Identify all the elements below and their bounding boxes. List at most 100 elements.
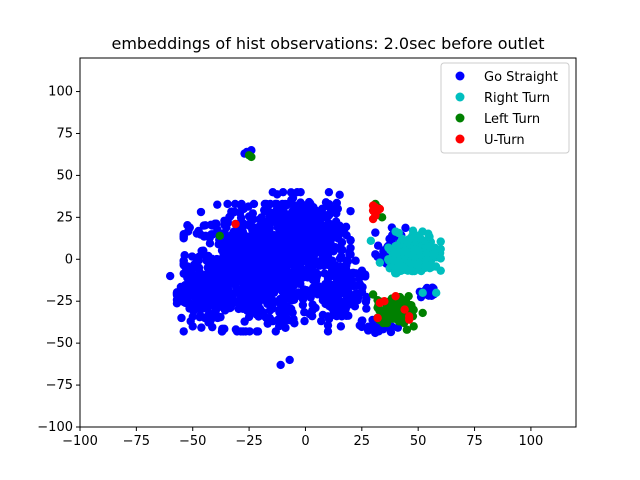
point-go-straight — [315, 261, 324, 270]
point-go-straight — [265, 306, 275, 315]
point-go-straight — [352, 281, 362, 290]
point-right-turn — [418, 288, 427, 298]
x-tick-label: −50 — [179, 434, 206, 449]
point-go-straight — [188, 312, 198, 321]
point-right-turn — [384, 243, 393, 252]
point-go-straight — [281, 201, 290, 211]
point-go-straight — [355, 274, 364, 283]
point-go-straight — [335, 311, 344, 320]
point-go-straight — [278, 215, 287, 225]
point-go-straight — [286, 219, 295, 228]
point-go-straight — [300, 316, 309, 326]
point-go-straight — [347, 292, 356, 301]
point-go-straight — [250, 250, 259, 259]
point-go-straight — [172, 299, 182, 308]
point-go-straight — [281, 323, 290, 332]
point-right-turn — [408, 226, 418, 235]
point-go-straight — [256, 234, 265, 243]
point-go-straight — [252, 310, 261, 319]
point-right-turn — [431, 262, 441, 271]
point-go-straight — [425, 288, 434, 297]
point-go-straight — [179, 327, 188, 336]
point-go-straight — [290, 271, 299, 281]
x-tick-label: −100 — [62, 434, 98, 449]
point-go-straight — [180, 251, 189, 260]
point-go-straight — [244, 286, 253, 295]
point-go-straight — [357, 316, 367, 325]
point-go-straight — [263, 319, 272, 328]
x-tick-label: −25 — [235, 434, 262, 449]
point-right-turn — [420, 263, 429, 273]
point-go-straight — [210, 308, 219, 317]
point-go-straight — [357, 322, 367, 332]
point-go-straight — [310, 214, 320, 224]
point-go-straight — [186, 302, 195, 312]
point-go-straight — [213, 200, 222, 209]
y-tick-label: 0 — [65, 252, 73, 267]
point-right-turn — [394, 247, 403, 257]
point-go-straight — [216, 282, 226, 291]
point-go-straight — [323, 321, 333, 330]
point-go-straight — [278, 309, 287, 318]
point-go-straight — [337, 226, 346, 236]
point-left-turn — [247, 152, 256, 162]
point-go-straight — [289, 209, 298, 219]
point-go-straight — [257, 262, 266, 272]
y-tick-label: −100 — [37, 420, 73, 435]
point-go-straight — [346, 236, 355, 245]
point-go-straight — [212, 288, 222, 298]
point-go-straight — [271, 284, 280, 294]
point-go-straight — [218, 270, 228, 280]
point-go-straight — [346, 243, 355, 253]
point-go-straight — [362, 304, 371, 313]
point-left-turn — [394, 312, 403, 321]
point-go-straight — [247, 278, 257, 288]
point-go-straight — [351, 256, 360, 265]
point-go-straight — [236, 239, 245, 248]
point-go-straight — [313, 270, 322, 280]
point-right-turn — [375, 258, 385, 267]
point-right-turn — [389, 255, 398, 265]
point-left-turn — [396, 298, 405, 308]
point-go-straight — [334, 301, 344, 310]
point-right-turn — [392, 263, 402, 273]
point-go-straight — [333, 291, 342, 301]
x-tick-label: 25 — [354, 434, 371, 449]
point-go-straight — [297, 217, 306, 227]
point-go-straight — [281, 247, 290, 257]
point-go-straight — [335, 190, 344, 200]
point-go-straight — [196, 207, 206, 217]
point-go-straight — [273, 204, 282, 213]
legend: Go Straight Right Turn Left Turn U-Turn — [440, 62, 570, 154]
point-go-straight — [288, 288, 298, 297]
point-go-straight — [183, 220, 192, 230]
point-left-turn — [368, 290, 378, 299]
point-go-straight — [327, 303, 336, 312]
point-go-straight — [289, 245, 299, 254]
point-go-straight — [226, 278, 236, 288]
point-go-straight — [287, 253, 297, 262]
point-u-turn — [375, 204, 385, 214]
point-go-straight — [266, 199, 275, 209]
point-go-straight — [285, 355, 294, 365]
point-go-straight — [280, 232, 290, 241]
point-go-straight — [340, 289, 350, 299]
point-go-straight — [329, 223, 338, 232]
point-go-straight — [259, 308, 268, 317]
point-go-straight — [205, 233, 214, 242]
point-go-straight — [187, 252, 197, 261]
point-go-straight — [324, 211, 334, 220]
points-layer — [165, 146, 445, 370]
point-right-turn — [408, 251, 417, 260]
x-axis: −100 −75 −50 −25 0 25 50 75 100 — [62, 427, 543, 449]
point-right-turn — [406, 265, 415, 275]
point-go-straight — [278, 187, 288, 197]
point-go-straight — [318, 296, 328, 305]
point-go-straight — [287, 296, 296, 305]
point-go-straight — [236, 327, 246, 336]
point-go-straight — [401, 223, 410, 233]
legend-marker — [455, 134, 465, 144]
point-go-straight — [330, 283, 339, 292]
point-go-straight — [238, 286, 247, 295]
point-left-turn — [377, 213, 387, 222]
